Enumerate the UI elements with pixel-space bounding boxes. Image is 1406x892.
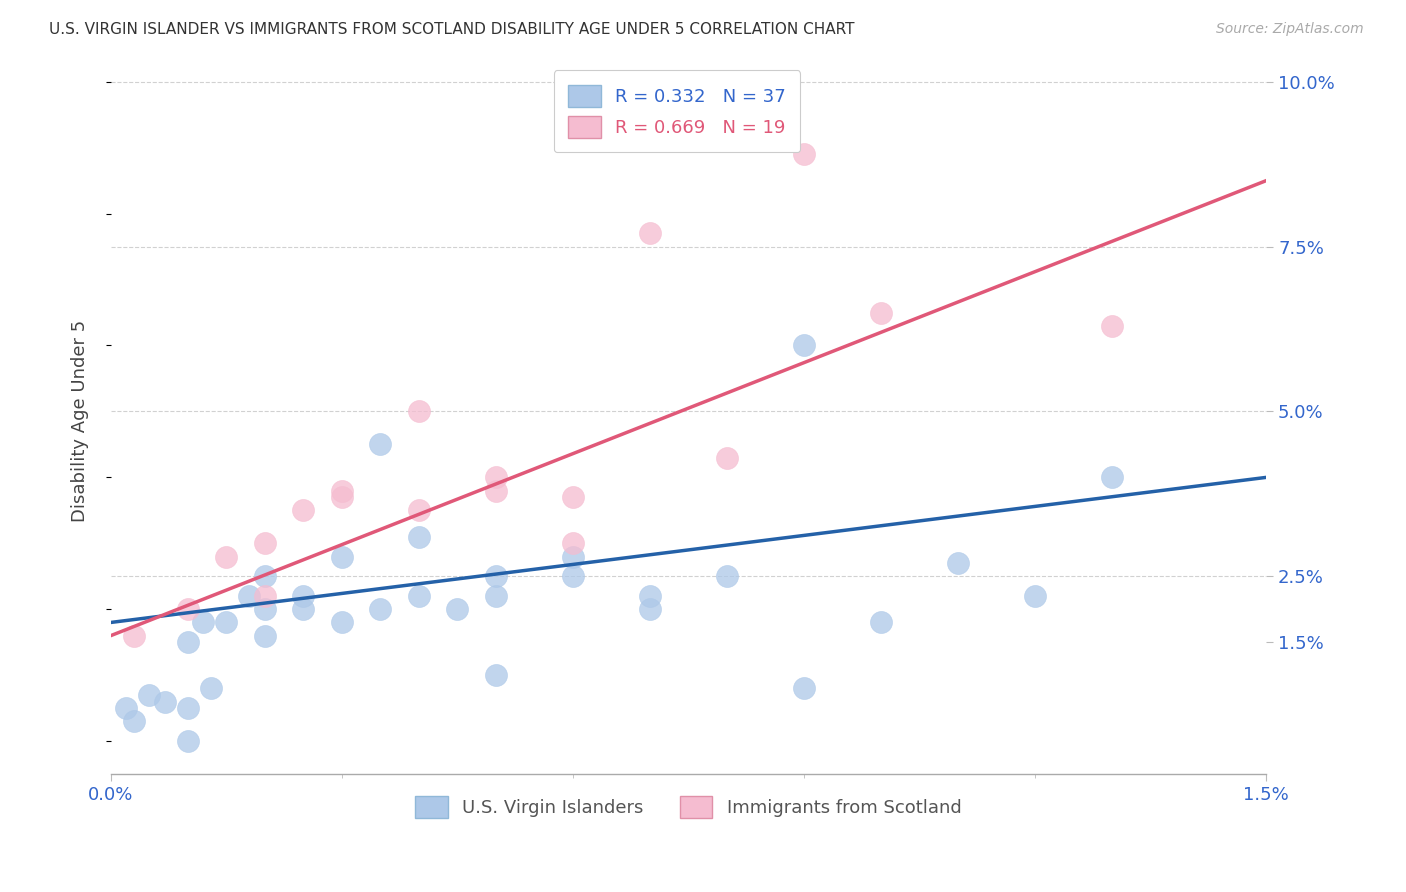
Point: [561, 490, 583, 504]
Point: [370, 437, 392, 451]
Point: [485, 589, 508, 603]
Point: [138, 688, 160, 702]
Point: [561, 549, 583, 564]
Point: [716, 569, 738, 583]
Point: [1101, 318, 1123, 333]
Point: [330, 483, 353, 498]
Point: [716, 450, 738, 465]
Legend: U.S. Virgin Islanders, Immigrants from Scotland: U.S. Virgin Islanders, Immigrants from S…: [408, 789, 969, 825]
Point: [870, 615, 893, 630]
Point: [370, 602, 392, 616]
Point: [238, 589, 260, 603]
Point: [200, 681, 222, 696]
Point: [408, 530, 430, 544]
Point: [485, 470, 508, 484]
Y-axis label: Disability Age Under 5: Disability Age Under 5: [72, 320, 89, 523]
Point: [330, 549, 353, 564]
Point: [1101, 470, 1123, 484]
Point: [253, 629, 276, 643]
Text: U.S. VIRGIN ISLANDER VS IMMIGRANTS FROM SCOTLAND DISABILITY AGE UNDER 5 CORRELAT: U.S. VIRGIN ISLANDER VS IMMIGRANTS FROM …: [49, 22, 855, 37]
Point: [561, 569, 583, 583]
Point: [793, 681, 815, 696]
Point: [215, 615, 238, 630]
Point: [292, 589, 315, 603]
Point: [253, 589, 276, 603]
Point: [793, 338, 815, 352]
Point: [177, 734, 200, 748]
Text: Source: ZipAtlas.com: Source: ZipAtlas.com: [1216, 22, 1364, 37]
Point: [793, 147, 815, 161]
Point: [870, 305, 893, 319]
Point: [485, 569, 508, 583]
Point: [177, 635, 200, 649]
Point: [561, 536, 583, 550]
Point: [122, 714, 145, 729]
Point: [153, 695, 176, 709]
Point: [485, 668, 508, 682]
Point: [330, 490, 353, 504]
Point: [946, 556, 969, 570]
Point: [485, 483, 508, 498]
Point: [408, 589, 430, 603]
Point: [177, 602, 200, 616]
Point: [115, 701, 138, 715]
Point: [638, 602, 661, 616]
Point: [292, 602, 315, 616]
Point: [122, 629, 145, 643]
Point: [330, 615, 353, 630]
Point: [193, 615, 215, 630]
Point: [1024, 589, 1046, 603]
Point: [253, 536, 276, 550]
Point: [408, 404, 430, 418]
Point: [177, 701, 200, 715]
Point: [215, 549, 238, 564]
Point: [253, 569, 276, 583]
Point: [408, 503, 430, 517]
Point: [638, 589, 661, 603]
Point: [253, 602, 276, 616]
Point: [446, 602, 468, 616]
Point: [292, 503, 315, 517]
Point: [638, 227, 661, 241]
